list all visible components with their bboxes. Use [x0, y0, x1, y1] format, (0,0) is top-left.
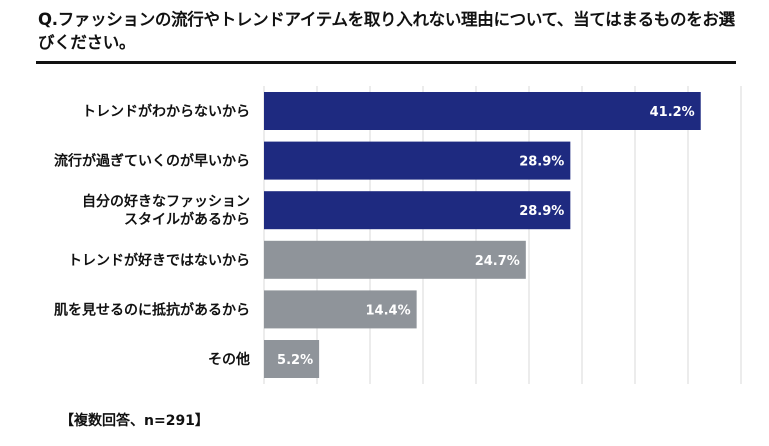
bar [264, 290, 417, 329]
bar-value-label: 41.2% [650, 105, 695, 120]
bar [264, 141, 571, 180]
question-title: Q.ファッションの流行やトレンドアイテムを取り入れない理由について、当てはまるも… [38, 10, 735, 52]
bar-value-label: 28.9% [519, 204, 564, 219]
category-label: その他 [208, 351, 250, 368]
bar [264, 340, 320, 378]
category-label: 自分の好きなファッション [82, 193, 250, 210]
sample-note: 【複数回答、n=291】 [60, 413, 209, 429]
category-label: トレンドが好きではないから [68, 252, 250, 269]
category-labels: トレンドがわからないから流行が過ぎていくのが早いから自分の好きなファッションスタ… [54, 103, 250, 368]
gridlines [263, 86, 742, 384]
category-label: 肌を見せるのに抵抗があるから [54, 301, 250, 318]
category-label: スタイルがあるから [124, 211, 250, 228]
category-label: トレンドがわからないから [82, 103, 250, 120]
title-divider [36, 61, 736, 64]
bars: 41.2% 28.9% 28.9% 24.7% 14.4% 5.2% [264, 92, 701, 378]
bar [264, 92, 701, 130]
category-label: 流行が過ぎていくのが早いから [54, 153, 250, 170]
bar [264, 191, 571, 230]
bar-value-label: 5.2% [277, 353, 313, 368]
bar-value-label: 28.9% [519, 155, 564, 170]
bar-value-label: 14.4% [366, 303, 411, 318]
bar-value-label: 24.7% [475, 254, 520, 269]
bar [264, 240, 526, 279]
